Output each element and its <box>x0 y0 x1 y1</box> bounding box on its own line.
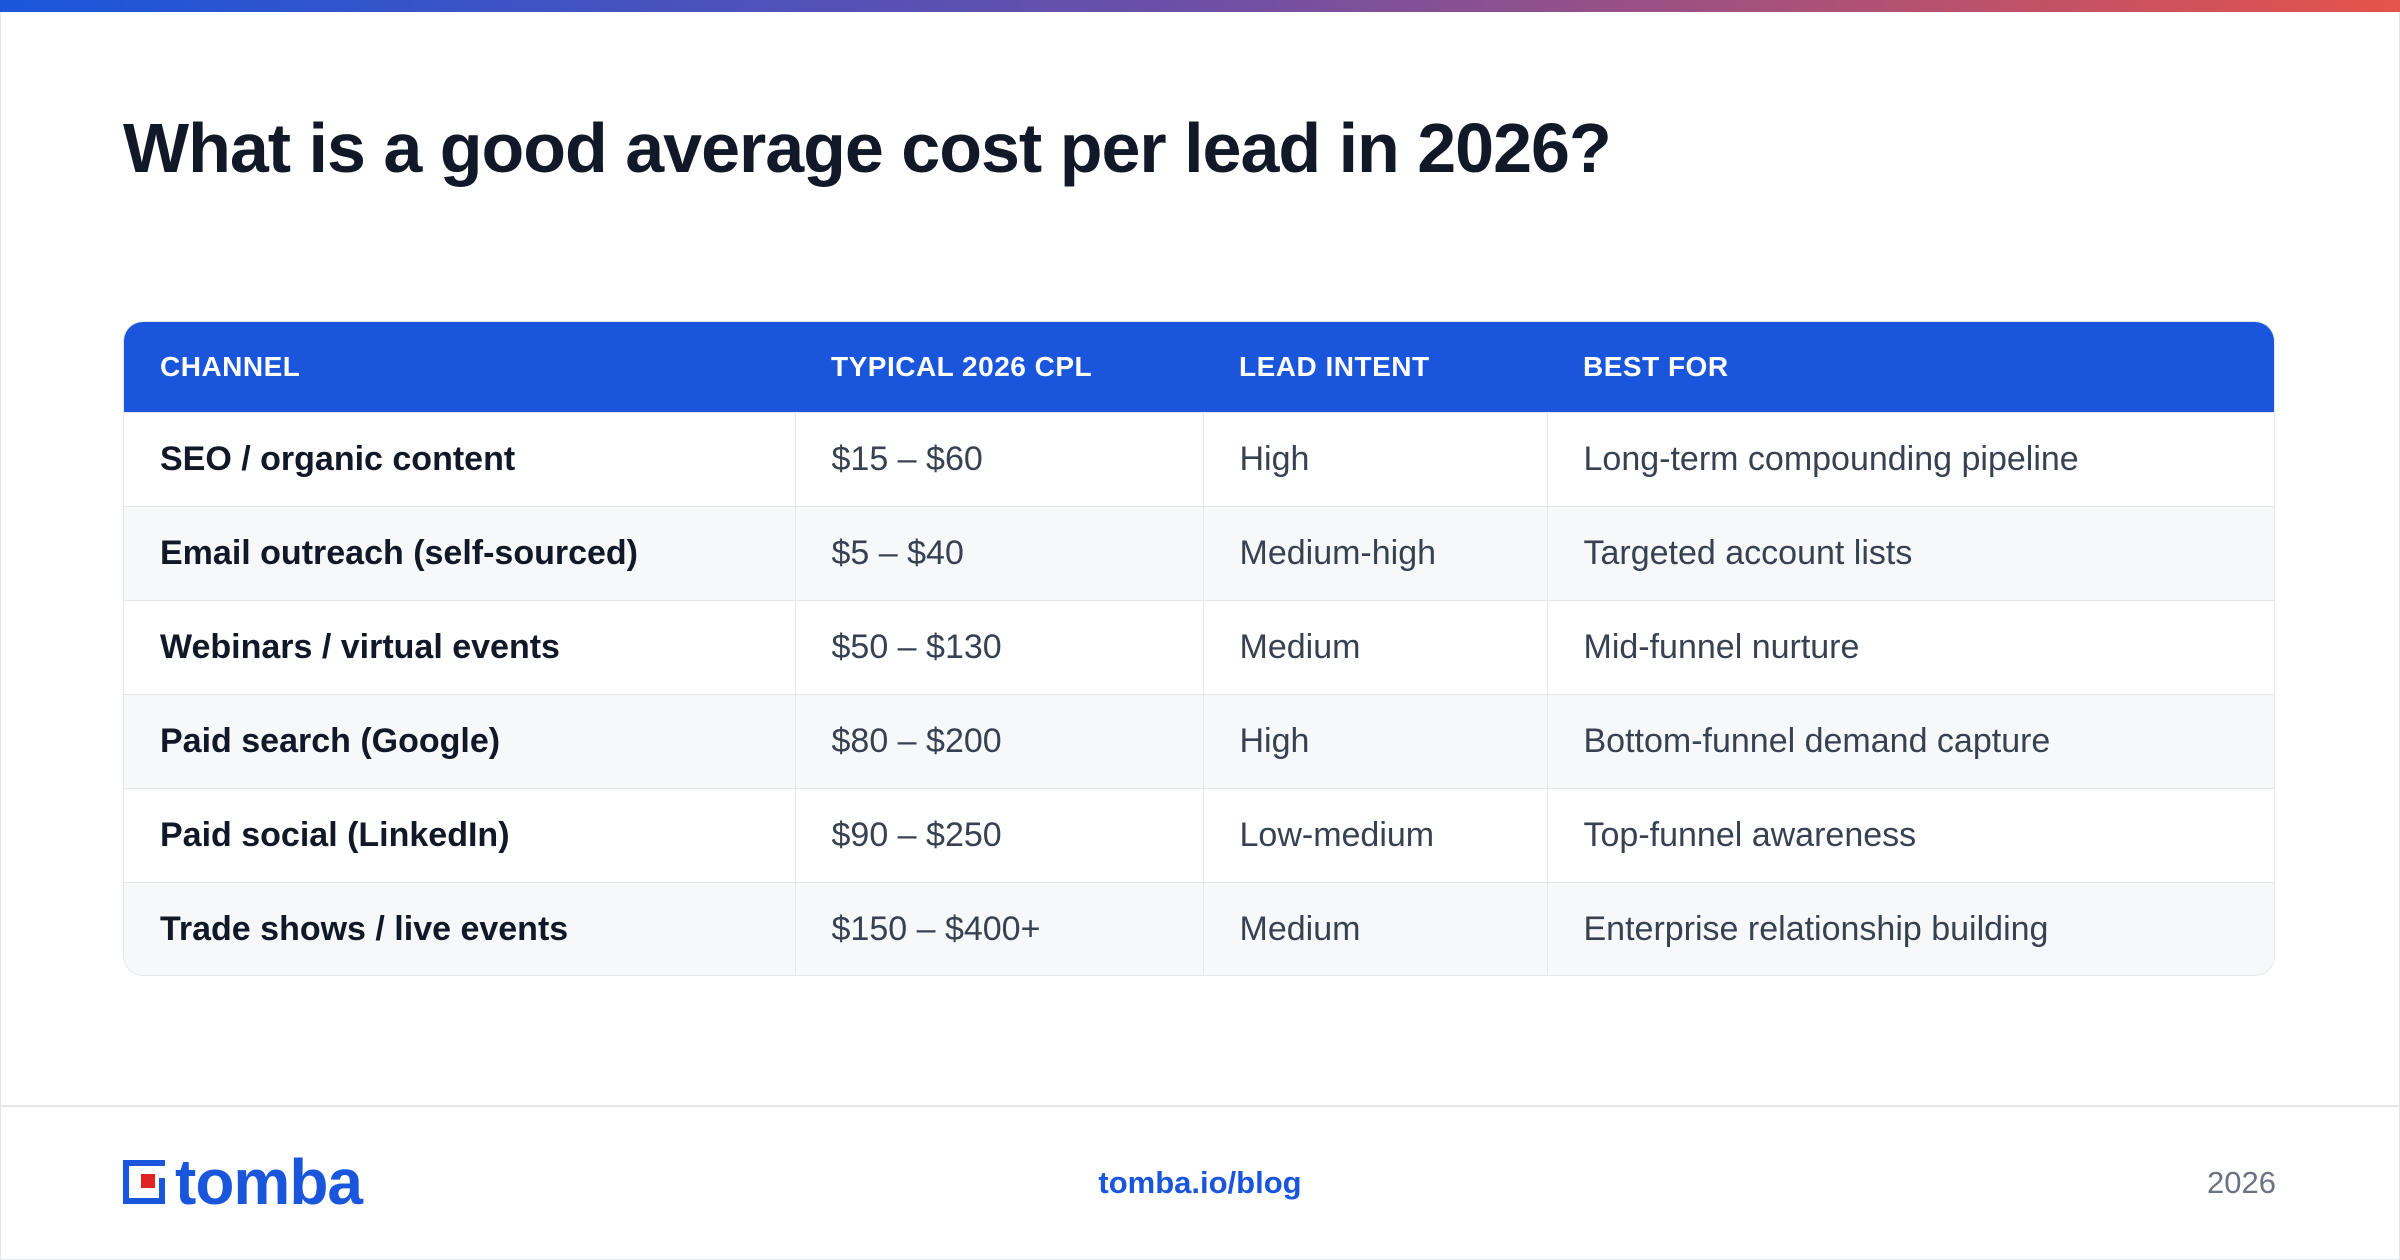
logo-wordmark: tomba <box>175 1146 363 1218</box>
table-row: Email outreach (self-sourced) $5 – $40 M… <box>124 505 2274 600</box>
gradient-top-bar <box>0 0 2400 12</box>
cell-best-for: Targeted account lists <box>1546 505 2274 600</box>
cell-intent: Medium-high <box>1202 505 1547 600</box>
cell-intent: Medium <box>1202 881 1547 975</box>
cell-best-for: Enterprise relationship building <box>1546 881 2274 975</box>
cell-best-for: Bottom-funnel demand capture <box>1546 693 2274 788</box>
cell-cpl: $80 – $200 <box>794 693 1203 788</box>
cell-best-for: Long-term compounding pipeline <box>1546 411 2274 506</box>
cell-intent: Low-medium <box>1202 787 1547 882</box>
cell-intent: High <box>1202 693 1547 788</box>
tomba-logo-icon <box>123 1160 165 1204</box>
cell-channel: SEO / organic content <box>124 411 795 506</box>
cpl-table-container: CHANNEL TYPICAL 2026 CPL LEAD INTENT BES… <box>123 321 2275 976</box>
footer-divider <box>0 1105 2400 1107</box>
cell-cpl: $150 – $400+ <box>794 881 1203 975</box>
page-title: What is a good average cost per lead in … <box>123 109 1612 187</box>
cell-cpl: $15 – $60 <box>794 411 1203 506</box>
cell-cpl: $90 – $250 <box>794 787 1203 882</box>
cell-channel: Trade shows / live events <box>124 881 795 975</box>
header-best-for: BEST FOR <box>1583 350 1729 382</box>
cell-best-for: Top-funnel awareness <box>1546 787 2274 882</box>
header-lead-intent: LEAD INTENT <box>1239 350 1430 382</box>
tomba-logo[interactable]: tomba <box>123 1146 363 1218</box>
header-typical-cpl: TYPICAL 2026 CPL <box>831 350 1093 382</box>
table-row: SEO / organic content $15 – $60 High Lon… <box>124 411 2274 506</box>
footer-year: 2026 <box>2207 1165 2276 1200</box>
table-row: Paid search (Google) $80 – $200 High Bot… <box>124 693 2274 788</box>
cell-cpl: $50 – $130 <box>794 599 1203 694</box>
table-row: Paid social (LinkedIn) $90 – $250 Low-me… <box>124 787 2274 882</box>
cell-channel: Paid search (Google) <box>124 693 795 788</box>
cell-best-for: Mid-funnel nurture <box>1546 599 2274 694</box>
cell-intent: Medium <box>1202 599 1547 694</box>
header-channel: CHANNEL <box>160 350 301 382</box>
cell-channel: Paid social (LinkedIn) <box>124 787 795 882</box>
cell-channel: Email outreach (self-sourced) <box>124 505 795 600</box>
table-row: Webinars / virtual events $50 – $130 Med… <box>124 599 2274 694</box>
cell-intent: High <box>1202 411 1547 506</box>
cell-cpl: $5 – $40 <box>794 505 1203 600</box>
table-header-row: CHANNEL TYPICAL 2026 CPL LEAD INTENT BES… <box>124 322 2274 412</box>
table-row: Trade shows / live events $150 – $400+ M… <box>124 881 2274 975</box>
cell-channel: Webinars / virtual events <box>124 599 795 694</box>
cpl-table: CHANNEL TYPICAL 2026 CPL LEAD INTENT BES… <box>124 322 2274 975</box>
blog-link[interactable]: tomba.io/blog <box>1098 1165 1302 1200</box>
